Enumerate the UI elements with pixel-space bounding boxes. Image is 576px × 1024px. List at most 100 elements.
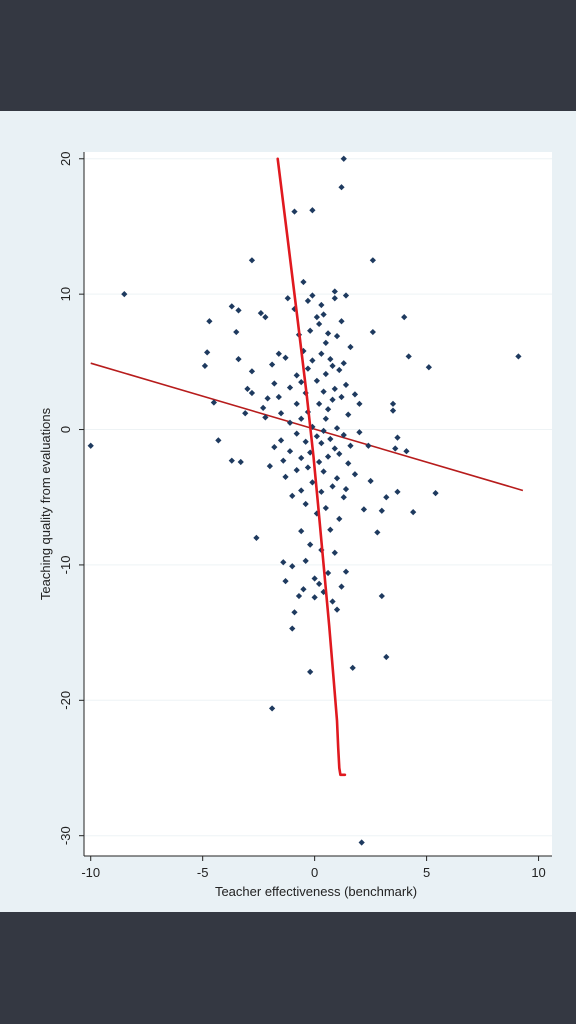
y-tick-label: 20 — [58, 152, 73, 166]
data-point — [324, 453, 332, 460]
curve-line — [276, 157, 347, 777]
data-point — [356, 400, 363, 407]
data-point — [295, 592, 303, 600]
data-point — [342, 381, 350, 388]
data-point — [257, 309, 265, 317]
data-point — [293, 430, 300, 437]
data-point — [394, 434, 401, 441]
data-point — [329, 598, 336, 605]
data-point — [302, 500, 309, 508]
data-point — [324, 569, 332, 577]
data-point — [316, 320, 323, 328]
data-point — [262, 314, 269, 321]
data-point — [309, 292, 316, 299]
data-point — [351, 471, 359, 478]
data-point — [268, 361, 276, 368]
data-point — [280, 457, 287, 464]
data-points — [87, 155, 522, 846]
x-tick-label: 10 — [531, 865, 545, 880]
data-point — [324, 406, 332, 413]
data-point — [309, 479, 316, 486]
data-point — [345, 411, 352, 418]
data-point — [347, 442, 354, 449]
data-point — [360, 506, 368, 513]
data-point — [331, 445, 338, 452]
data-point — [389, 400, 397, 407]
curve-group — [276, 157, 347, 777]
data-point — [286, 419, 294, 426]
data-point — [333, 475, 341, 482]
data-point — [320, 311, 327, 318]
data-point — [318, 439, 325, 447]
x-ticks: -10 -5 0 5 10 — [81, 856, 546, 880]
y-tick-label: -10 — [58, 556, 73, 575]
data-point — [291, 609, 298, 616]
data-point — [356, 429, 363, 436]
data-point — [392, 445, 399, 452]
data-point — [253, 534, 260, 541]
data-point — [365, 442, 372, 449]
data-point — [374, 529, 381, 536]
data-point — [410, 509, 417, 516]
data-point — [282, 354, 289, 361]
data-point — [320, 388, 327, 395]
data-point — [316, 400, 323, 407]
data-point — [432, 490, 439, 497]
data-point — [298, 415, 305, 422]
y-axis-title: Teaching quality from evaluations — [38, 407, 53, 600]
data-point — [336, 366, 343, 374]
x-axis-title: Teacher effectiveness (benchmark) — [215, 884, 417, 899]
grid-lines — [84, 158, 552, 837]
data-point — [307, 668, 314, 675]
data-point — [333, 425, 341, 432]
data-point — [320, 468, 327, 475]
data-point — [313, 377, 320, 384]
data-point — [271, 380, 278, 387]
data-point — [322, 504, 329, 512]
data-point — [289, 563, 296, 570]
data-point — [277, 410, 285, 417]
data-point — [282, 578, 289, 585]
data-point — [329, 362, 336, 370]
data-point — [378, 507, 385, 514]
data-point — [367, 477, 374, 485]
data-point — [289, 625, 296, 632]
data-point — [316, 458, 323, 466]
top-bar — [0, 0, 576, 111]
data-point — [322, 370, 329, 378]
data-point — [329, 483, 336, 490]
data-point — [271, 444, 278, 451]
data-point — [318, 350, 325, 357]
data-point — [515, 353, 522, 360]
data-point — [403, 448, 410, 455]
data-point — [284, 295, 291, 302]
data-point — [262, 414, 269, 421]
data-point — [394, 488, 401, 495]
data-point — [275, 393, 282, 401]
data-point — [304, 297, 312, 305]
data-point — [331, 295, 338, 302]
data-point — [293, 400, 300, 407]
data-point — [389, 407, 397, 414]
data-point — [313, 433, 320, 440]
data-point — [298, 379, 305, 386]
data-point — [340, 360, 347, 367]
data-point — [351, 391, 359, 398]
x-tick-label: -5 — [197, 865, 209, 880]
data-point — [302, 438, 309, 445]
data-point — [401, 314, 408, 321]
data-point — [405, 353, 412, 360]
bottom-bar — [0, 912, 576, 1024]
data-point — [266, 462, 273, 470]
y-tick-label: 10 — [58, 287, 73, 301]
data-point — [300, 586, 307, 593]
data-point — [286, 448, 294, 455]
fit-line-group — [90, 362, 524, 492]
data-point — [369, 328, 376, 336]
data-point — [309, 357, 316, 364]
y-tick-label: 0 — [58, 426, 73, 433]
data-point — [289, 492, 296, 499]
data-point — [347, 343, 354, 351]
data-point — [280, 559, 287, 566]
data-point — [300, 278, 307, 286]
